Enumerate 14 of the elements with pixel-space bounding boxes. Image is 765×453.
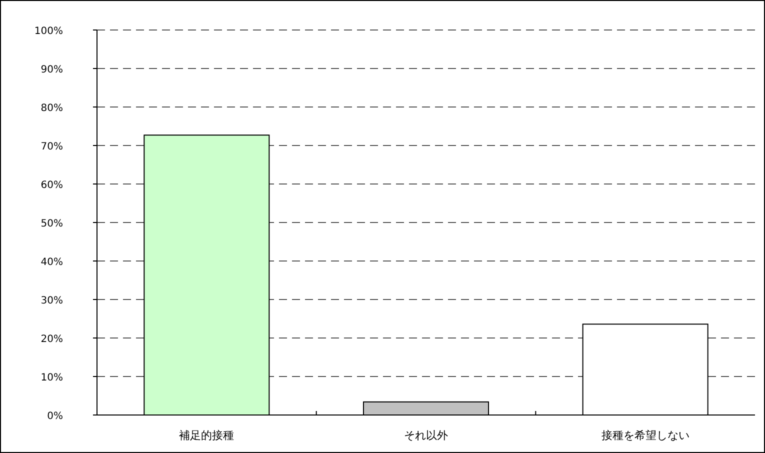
- y-tick-label: 100%: [34, 26, 63, 37]
- y-tick-label: 0%: [47, 411, 63, 422]
- y-tick-label: 20%: [40, 334, 63, 345]
- y-tick-label: 90%: [40, 64, 63, 76]
- y-tick-label: 80%: [40, 103, 63, 114]
- y-tick-label: 60%: [40, 180, 63, 191]
- x-tick-label: 接種を希望しない: [601, 429, 690, 442]
- y-tick-label: 40%: [40, 257, 63, 268]
- y-tick-label: 70%: [40, 142, 63, 152]
- y-tick-label: 50%: [40, 218, 63, 230]
- y-tick-label: 10%: [40, 372, 63, 384]
- x-tick-label: 補足的接種: [179, 429, 234, 442]
- x-tick-label: それ以外: [404, 429, 448, 442]
- y-tick-label: 30%: [40, 296, 63, 306]
